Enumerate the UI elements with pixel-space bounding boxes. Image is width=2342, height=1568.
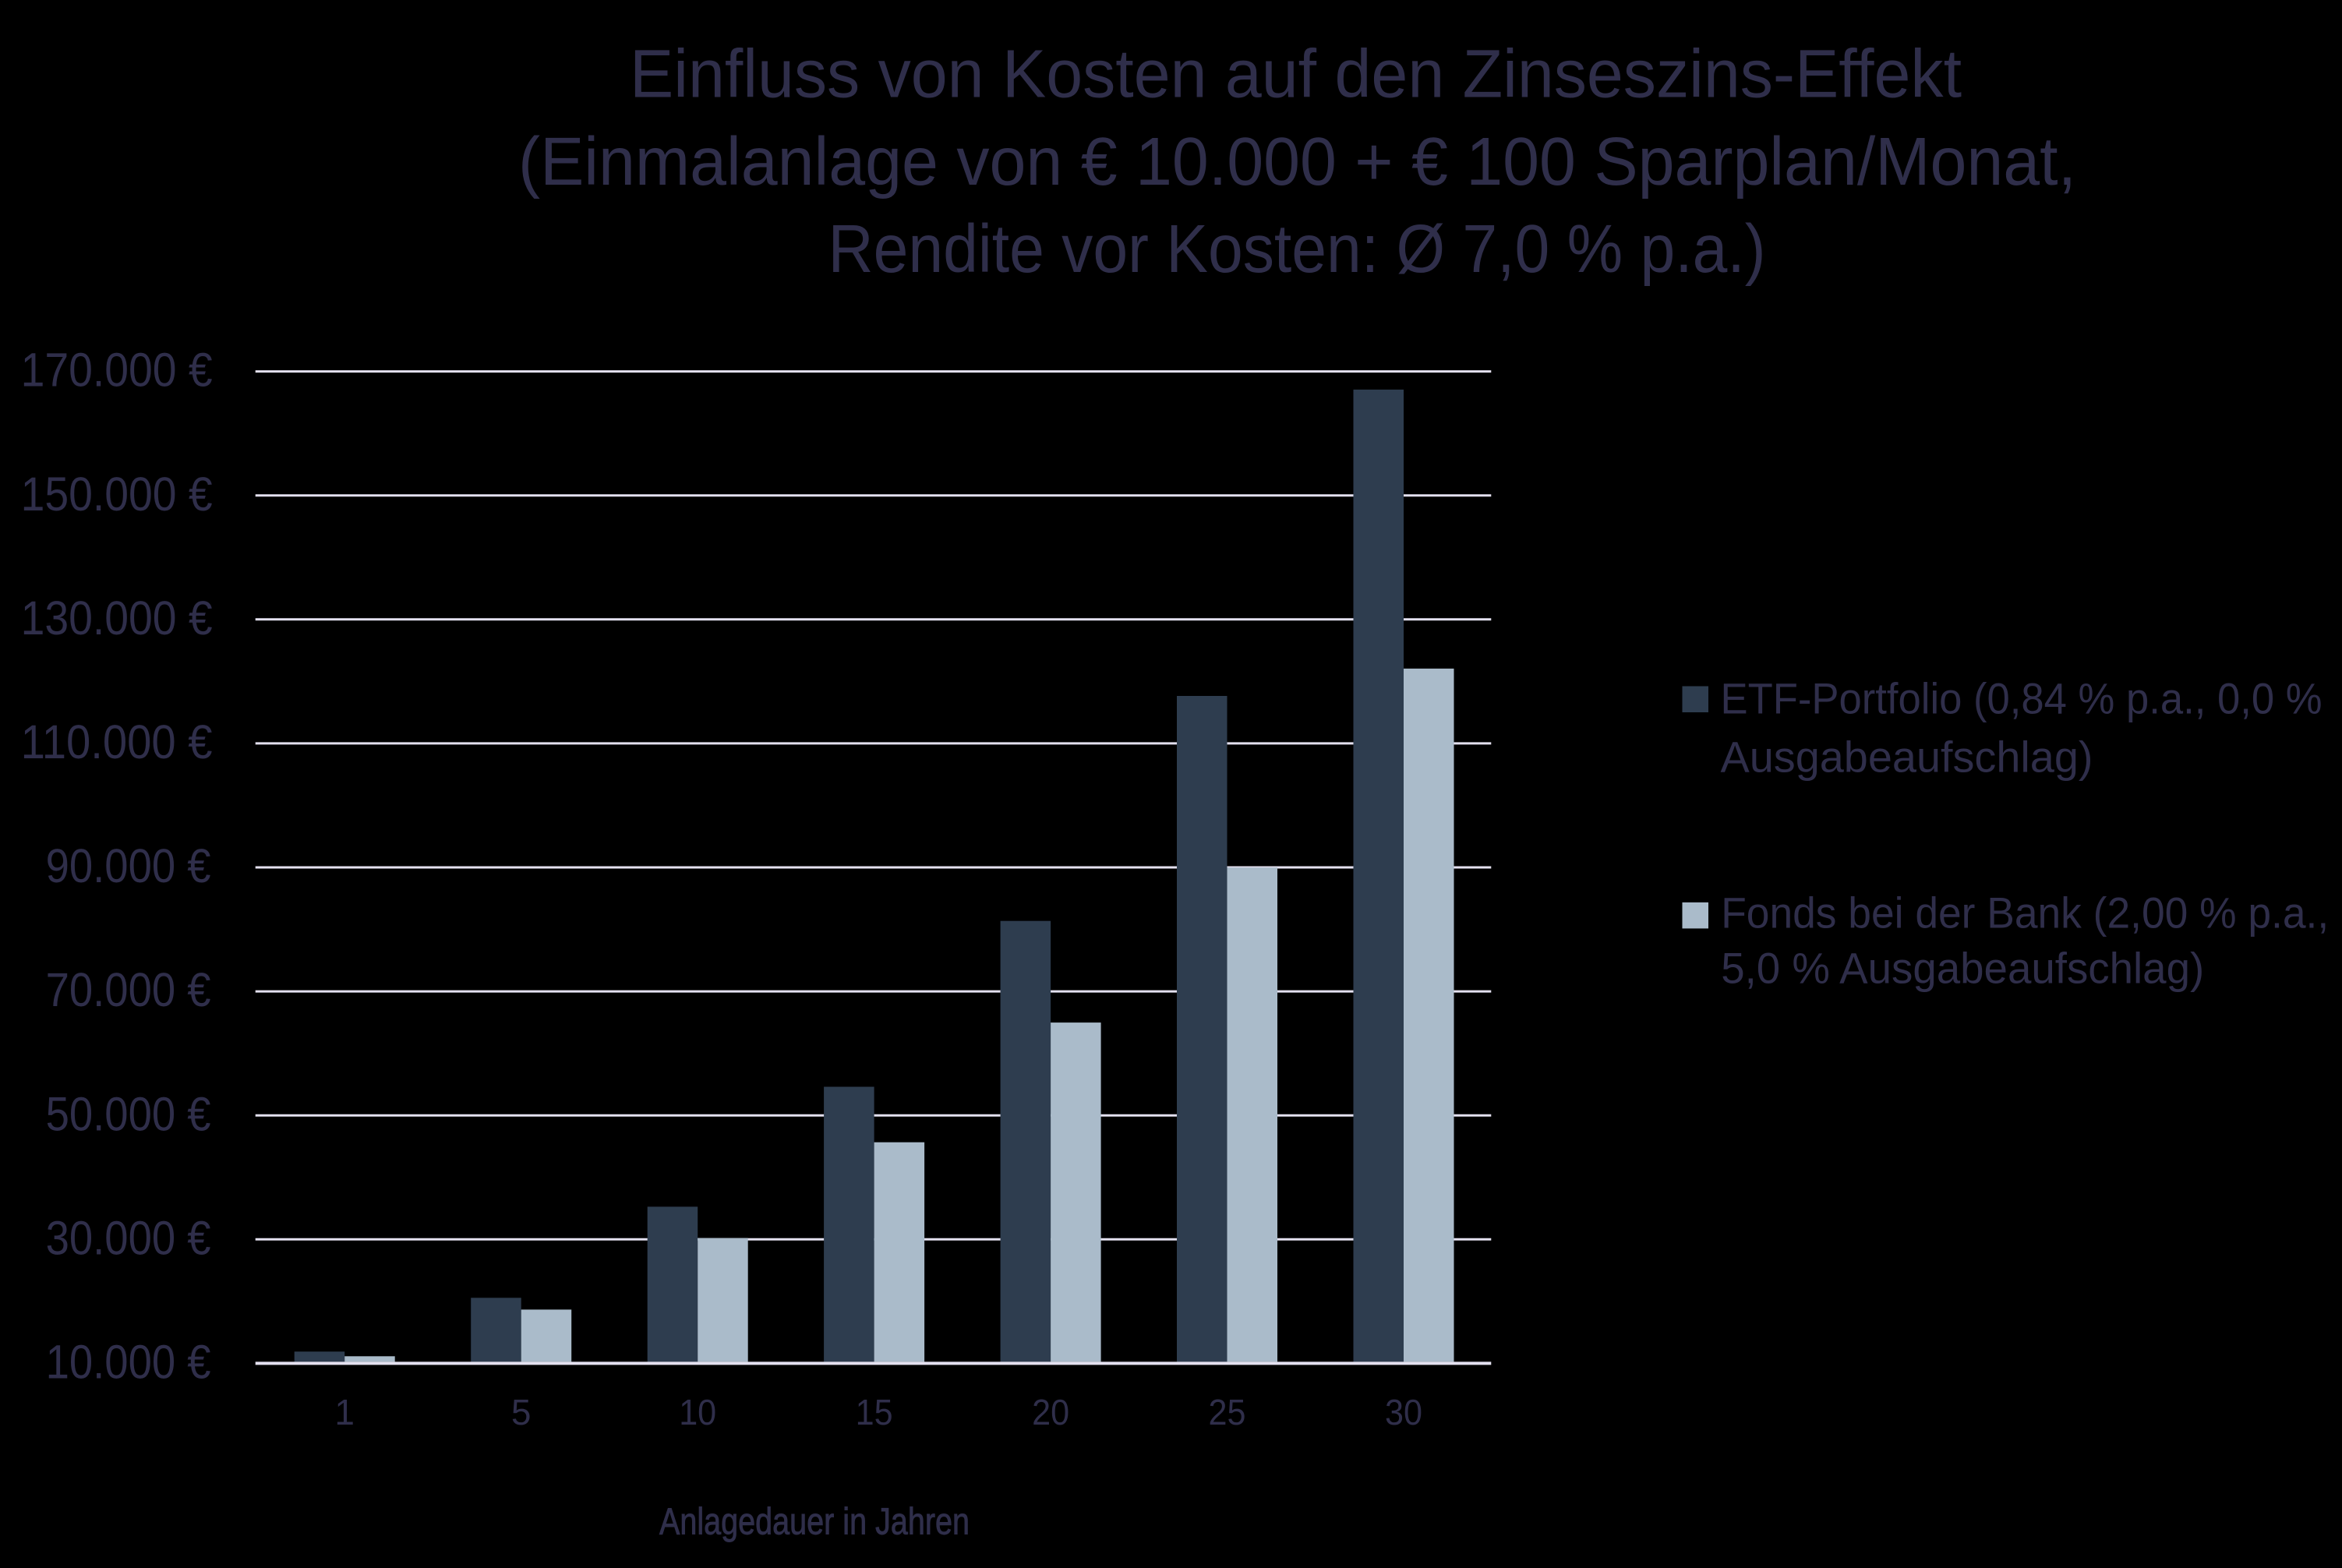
svg-text:50.000 €: 50.000 € — [46, 1087, 211, 1140]
svg-text:150.000 €: 150.000 € — [21, 468, 213, 521]
svg-text:110.000 €: 110.000 € — [21, 715, 213, 768]
svg-text:ETF-Portfolio (0,84 % p.a., 0,: ETF-Portfolio (0,84 % p.a., 0,0 % — [1721, 674, 2323, 723]
svg-text:5: 5 — [511, 1392, 532, 1432]
svg-text:25: 25 — [1209, 1392, 1246, 1432]
svg-text:70.000 €: 70.000 € — [46, 963, 211, 1016]
svg-text:(Einmalanlage von € 10.000 + €: (Einmalanlage von € 10.000 + € 100 Sparp… — [518, 124, 2076, 200]
svg-text:170.000 €: 170.000 € — [21, 344, 213, 397]
svg-text:10: 10 — [679, 1392, 716, 1432]
svg-text:1: 1 — [334, 1392, 355, 1432]
svg-text:90.000 €: 90.000 € — [46, 839, 211, 892]
svg-text:Fonds bei der Bank (2,00 % p.a: Fonds bei der Bank (2,00 % p.a., — [1721, 888, 2329, 938]
svg-text:10.000 €: 10.000 € — [46, 1336, 211, 1389]
svg-text:5,0 % Ausgabeaufschlag): 5,0 % Ausgabeaufschlag) — [1721, 944, 2204, 993]
svg-text:130.000 €: 130.000 € — [21, 592, 213, 645]
svg-text:Einfluss von Kosten auf den Zi: Einfluss von Kosten auf den Zinseszins-E… — [630, 37, 1962, 112]
svg-text:Anlagedauer in Jahren: Anlagedauer in Jahren — [659, 1502, 970, 1543]
svg-text:30: 30 — [1385, 1392, 1422, 1432]
svg-text:15: 15 — [856, 1392, 893, 1432]
svg-text:20: 20 — [1032, 1392, 1069, 1432]
svg-text:Rendite vor Kosten: Ø 7,0 % p.: Rendite vor Kosten: Ø 7,0 % p.a.) — [828, 211, 1766, 287]
svg-text:30.000 €: 30.000 € — [46, 1211, 211, 1264]
svg-text:Ausgabeaufschlag): Ausgabeaufschlag) — [1721, 732, 2093, 781]
